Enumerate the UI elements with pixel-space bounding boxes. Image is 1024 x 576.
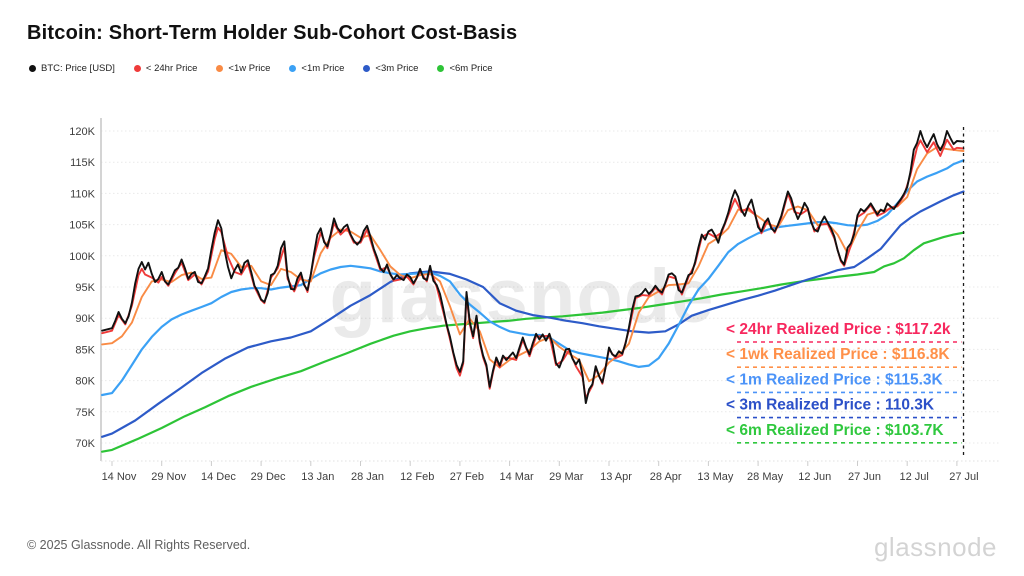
copyright-text: © 2025 Glassnode. All Rights Reserved. xyxy=(27,538,251,552)
x-axis-label-28-May: 28 May xyxy=(747,471,784,483)
legend-dot-icon xyxy=(363,65,371,72)
x-axis-label-27-Jun: 27 Jun xyxy=(848,471,881,483)
legend-item-label: <6m Price xyxy=(449,63,493,74)
x-axis-label-13-May: 13 May xyxy=(697,471,734,483)
x-axis-label-13-Jan: 13 Jan xyxy=(301,471,334,483)
x-axis-label-14-Nov: 14 Nov xyxy=(102,471,137,483)
legend-item-label: <1w Price xyxy=(228,63,271,74)
y-axis-label-100K: 100K xyxy=(69,251,95,263)
y-axis-label-95K: 95K xyxy=(75,282,95,294)
annotation-label-3: < 1m Realized Price : $115.3K xyxy=(726,371,944,388)
legend-item-5[interactable]: <3m Price xyxy=(363,63,418,74)
legend-item-1[interactable]: BTC: Price [USD] xyxy=(29,63,115,74)
series-line--6m-price xyxy=(100,231,965,453)
y-axis-label-85K: 85K xyxy=(75,344,95,356)
legend-dot-icon xyxy=(216,65,224,72)
x-axis-label-29-Mar: 29 Mar xyxy=(549,471,584,483)
x-axis-label-27-Feb: 27 Feb xyxy=(450,471,484,483)
x-axis-label-12-Feb: 12 Feb xyxy=(400,471,434,483)
y-axis-label-90K: 90K xyxy=(75,313,95,325)
x-axis-label-29-Nov: 29 Nov xyxy=(151,471,186,483)
legend-dot-icon xyxy=(133,65,141,72)
legend-item-3[interactable]: <1w Price xyxy=(216,63,270,74)
x-axis-label-14-Dec: 14 Dec xyxy=(201,471,236,483)
chart-legend: BTC: Price [USD] < 24hr Price <1w Price <1m… xyxy=(29,63,492,74)
legend-item-6[interactable]: <6m Price xyxy=(437,63,492,74)
annotation-label-5: < 6m Realized Price : $103.7K xyxy=(726,422,944,439)
y-axis-label-75K: 75K xyxy=(75,407,95,419)
series-line-btc-price-usd- xyxy=(101,130,965,405)
glassnode-logo: glassnode xyxy=(874,532,997,562)
legend-dot-icon xyxy=(29,65,36,72)
x-axis-label-12-Jun: 12 Jun xyxy=(798,471,831,483)
y-axis-label-110K: 110K xyxy=(70,188,96,200)
legend-item-label: <3m Price xyxy=(375,63,419,74)
page-title: Bitcoin: Short-Term Holder Sub-Cohort Co… xyxy=(27,22,518,44)
x-axis-label-12-Jul: 12 Jul xyxy=(900,471,929,483)
x-axis-label-13-Apr: 13 Apr xyxy=(600,471,632,483)
y-axis-label-105K: 105K xyxy=(69,220,95,232)
x-axis-label-14-Mar: 14 Mar xyxy=(499,471,534,483)
legend-dot-icon xyxy=(437,65,445,72)
annotation-label-2: < 1wk Realized Price : $116.8K xyxy=(726,346,950,363)
x-axis-label-29-Dec: 29 Dec xyxy=(251,471,286,483)
legend-item-label: BTC: Price [USD] xyxy=(41,63,115,74)
legend-item-4[interactable]: <1m Price xyxy=(289,63,344,74)
annotation-label-1: < 24hr Realized Price : $117.2k xyxy=(726,321,951,338)
series-line--1m-price xyxy=(100,159,965,397)
x-axis-label-28-Apr: 28 Apr xyxy=(650,471,682,483)
legend-item-label: < 24hr Price xyxy=(145,63,198,74)
x-axis-label-27-Jul: 27 Jul xyxy=(949,471,978,483)
y-axis-label-70K: 70K xyxy=(75,438,95,450)
x-axis-label-28-Jan: 28 Jan xyxy=(351,471,384,483)
y-axis-label-80K: 80K xyxy=(75,376,95,388)
y-axis-label-120K: 120K xyxy=(69,126,95,138)
annotation-label-4: < 3m Realized Price : 110.3K xyxy=(726,397,935,414)
legend-item-label: <1m Price xyxy=(301,63,345,74)
series-line--3m-price xyxy=(100,190,965,438)
legend-dot-icon xyxy=(289,65,297,72)
y-axis-label-115K: 115K xyxy=(70,157,96,169)
legend-item-2[interactable]: < 24hr Price xyxy=(133,63,198,74)
